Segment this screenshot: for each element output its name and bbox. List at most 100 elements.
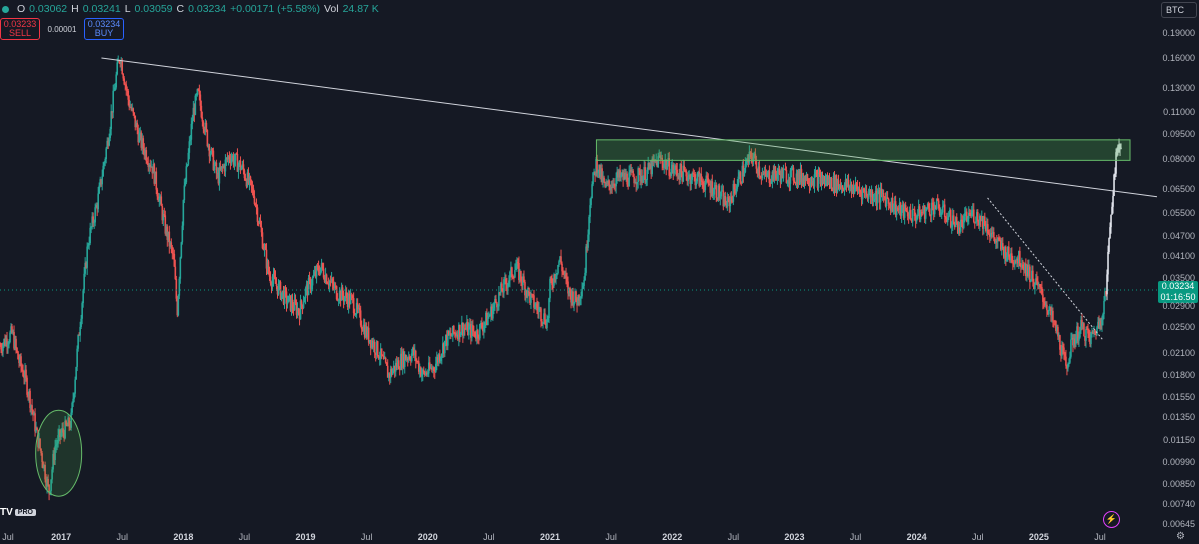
candle-body [62, 428, 64, 433]
candle-body [213, 164, 216, 171]
candle-body [204, 122, 207, 132]
candle-body [366, 327, 369, 338]
time-tick-label: Jul [116, 532, 128, 542]
candle-body [482, 327, 484, 332]
candle-body [733, 184, 736, 190]
candle-body [438, 354, 441, 362]
candle-body [348, 293, 351, 304]
candle-body [368, 339, 371, 343]
candle-body [1099, 320, 1101, 328]
candle-body [130, 106, 133, 110]
candle-body [260, 226, 263, 233]
price-tick-label: 0.05500 [1162, 207, 1195, 218]
time-tick-label: 2025 [1028, 532, 1049, 542]
candle-body [14, 338, 16, 349]
candle-body [820, 177, 823, 184]
candle-body [27, 394, 29, 396]
candle-body [979, 215, 982, 221]
candle-body [953, 224, 956, 228]
time-tick-label: Jul [238, 532, 251, 542]
candle-body [960, 219, 963, 221]
candle-body [1028, 266, 1030, 276]
candle-body [1043, 301, 1045, 303]
candle-body [203, 128, 206, 132]
candle-body [32, 410, 34, 416]
candle-body [958, 227, 961, 232]
candle-body [651, 158, 653, 175]
candle-body [110, 111, 113, 129]
candle-body [911, 209, 914, 222]
candle-body [868, 189, 871, 194]
candle-body [905, 211, 908, 212]
candle-body [974, 221, 977, 223]
candle-body [712, 194, 715, 197]
candle-body [4, 339, 6, 346]
time-tick-label: Jul [2, 532, 14, 542]
candle-body [815, 172, 818, 174]
candle-body [339, 290, 342, 301]
logo-text: TV [0, 507, 13, 518]
candle-body [116, 62, 119, 75]
candle-body [949, 209, 952, 228]
buy-button[interactable]: 0.03234 BUY [84, 18, 124, 40]
candle-body [452, 325, 454, 336]
candle-body [784, 168, 787, 171]
current-price-value: 0.03234 [1161, 281, 1195, 291]
candle-body [1069, 356, 1071, 363]
candle-body [401, 351, 404, 368]
candle-body [145, 150, 148, 162]
candle-body [563, 271, 565, 275]
time-tick-label: 2021 [539, 532, 561, 542]
candle-body [1101, 319, 1103, 326]
candle-body [550, 278, 552, 281]
candle-body [922, 205, 925, 213]
sell-button[interactable]: 0.03233 SELL [0, 18, 40, 40]
candle-body [1102, 314, 1104, 320]
candle-body [537, 307, 539, 312]
candle-body [136, 122, 139, 131]
candle-body [762, 174, 765, 175]
candle-body [581, 288, 583, 297]
candle-body [389, 368, 392, 378]
candle-body [930, 202, 933, 216]
candle-body [1119, 145, 1121, 149]
candle-body [639, 170, 641, 182]
candle-body [884, 197, 887, 207]
candle-body [1064, 353, 1066, 357]
candle-body [710, 181, 713, 193]
candle-body [50, 479, 52, 492]
candle-body [26, 377, 28, 395]
symbol-select[interactable]: BTC [1161, 2, 1197, 18]
candle-body [436, 357, 439, 363]
gear-icon[interactable]: ⚙ [1176, 531, 1185, 542]
candle-body [273, 273, 276, 278]
candle-body [417, 361, 420, 372]
candle-body [1104, 291, 1106, 302]
candle-body [706, 175, 709, 179]
candle-body [1002, 243, 1004, 249]
candle-body [1110, 214, 1112, 228]
candle-body [634, 182, 636, 184]
candle-body [153, 164, 156, 184]
candle-body [682, 165, 685, 182]
candle-body [1100, 320, 1102, 326]
candle-body [546, 319, 548, 328]
candle-body [823, 176, 826, 184]
candle-body [608, 180, 610, 185]
candle-body [719, 196, 722, 199]
candle-body [978, 215, 981, 226]
candle-body [845, 179, 848, 187]
candle-body [886, 197, 889, 199]
lightning-icon[interactable]: ⚡ [1103, 511, 1120, 528]
candle-body [539, 308, 541, 310]
candle-body [909, 210, 912, 220]
candle-body [906, 211, 909, 217]
candle-body [168, 231, 171, 247]
candle-body [715, 185, 718, 198]
candle-body [802, 178, 805, 185]
candle-body [242, 164, 245, 171]
candle-body [541, 321, 543, 323]
candle-body [571, 291, 573, 303]
candle-body [915, 217, 918, 222]
